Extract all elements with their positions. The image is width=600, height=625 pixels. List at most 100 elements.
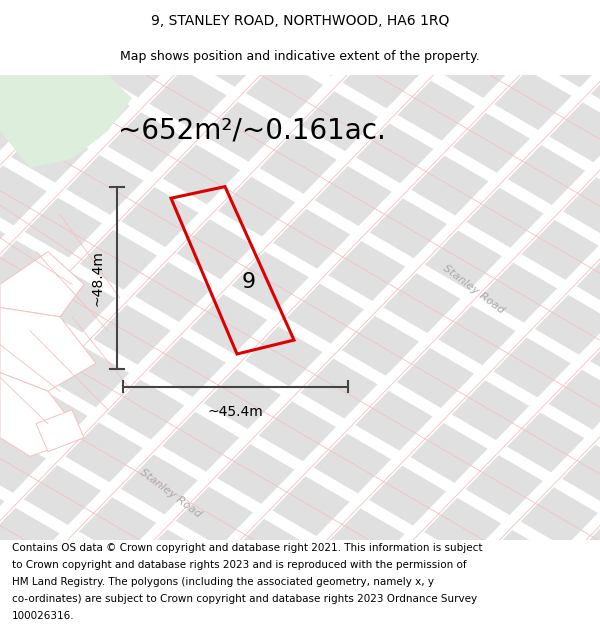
Polygon shape [51,615,128,625]
Polygon shape [437,572,515,625]
Polygon shape [0,0,6,1]
Polygon shape [259,401,336,461]
Polygon shape [0,308,96,391]
Polygon shape [493,605,570,625]
Polygon shape [301,91,378,151]
Polygon shape [11,122,88,182]
Polygon shape [0,75,132,168]
Polygon shape [0,582,73,625]
Polygon shape [0,315,74,375]
Polygon shape [108,112,185,172]
Polygon shape [577,0,600,44]
Polygon shape [24,465,101,525]
Polygon shape [521,488,598,548]
Text: Contains OS data © Crown copyright and database right 2021. This information is : Contains OS data © Crown copyright and d… [12,542,482,552]
Text: to Crown copyright and database rights 2023 and is reproduced with the permissio: to Crown copyright and database rights 2… [12,559,467,569]
Polygon shape [148,604,225,625]
Polygon shape [521,220,599,280]
Polygon shape [425,231,502,291]
Polygon shape [38,272,116,332]
Polygon shape [382,541,460,601]
Polygon shape [217,444,295,504]
Polygon shape [0,358,32,418]
Polygon shape [0,241,61,300]
Text: 100026316.: 100026316. [12,611,74,621]
Polygon shape [536,28,600,88]
Polygon shape [355,391,433,451]
Polygon shape [189,562,266,621]
Polygon shape [453,113,530,173]
Polygon shape [232,0,310,44]
Polygon shape [205,102,281,162]
Polygon shape [589,594,600,625]
Polygon shape [0,166,47,226]
Polygon shape [148,337,226,397]
Polygon shape [343,49,420,108]
Polygon shape [493,338,571,398]
Polygon shape [466,455,543,515]
Polygon shape [92,572,170,625]
Polygon shape [508,145,585,205]
Polygon shape [36,410,84,452]
Polygon shape [176,219,254,279]
Polygon shape [10,390,88,450]
Polygon shape [272,476,350,536]
Polygon shape [439,306,515,365]
Polygon shape [342,316,419,376]
Polygon shape [562,444,600,504]
Polygon shape [121,454,198,514]
Polygon shape [300,359,377,419]
Polygon shape [80,0,158,22]
Polygon shape [425,0,503,23]
Polygon shape [107,379,184,439]
Text: Stanley Road: Stanley Road [139,468,203,520]
Polygon shape [232,251,309,311]
Polygon shape [329,0,406,34]
Text: co-ordinates) are subject to Crown copyright and database rights 2023 Ordnance S: co-ordinates) are subject to Crown copyr… [12,594,477,604]
Polygon shape [231,519,308,579]
Polygon shape [341,583,418,625]
Polygon shape [370,198,447,258]
Polygon shape [0,48,75,108]
Polygon shape [25,198,102,258]
Polygon shape [0,476,5,536]
Polygon shape [314,434,391,493]
Polygon shape [176,487,253,547]
Polygon shape [410,423,488,483]
Polygon shape [162,412,239,472]
Polygon shape [39,5,116,65]
Text: ~48.4m: ~48.4m [91,250,105,306]
Polygon shape [0,508,59,568]
Polygon shape [203,369,281,429]
Text: 9: 9 [242,272,256,292]
Polygon shape [0,16,20,76]
Polygon shape [369,466,446,526]
Polygon shape [245,326,322,386]
Polygon shape [383,273,461,333]
Polygon shape [396,616,473,625]
Polygon shape [246,59,323,119]
Polygon shape [576,519,600,579]
Polygon shape [244,594,322,625]
Polygon shape [398,81,475,141]
Polygon shape [328,508,404,568]
Polygon shape [287,16,365,76]
Polygon shape [191,27,268,87]
Polygon shape [136,0,213,54]
Polygon shape [163,144,240,204]
Polygon shape [577,252,600,312]
Polygon shape [481,0,558,55]
Polygon shape [287,284,364,344]
Polygon shape [480,262,557,322]
Polygon shape [522,0,599,12]
Polygon shape [65,422,143,482]
Polygon shape [535,295,600,355]
Polygon shape [0,433,46,492]
Polygon shape [135,262,212,322]
Polygon shape [534,562,600,622]
Polygon shape [80,230,157,290]
Polygon shape [479,530,556,590]
Text: Stanley Road: Stanley Road [442,262,506,315]
Polygon shape [314,166,392,226]
Polygon shape [274,0,351,1]
